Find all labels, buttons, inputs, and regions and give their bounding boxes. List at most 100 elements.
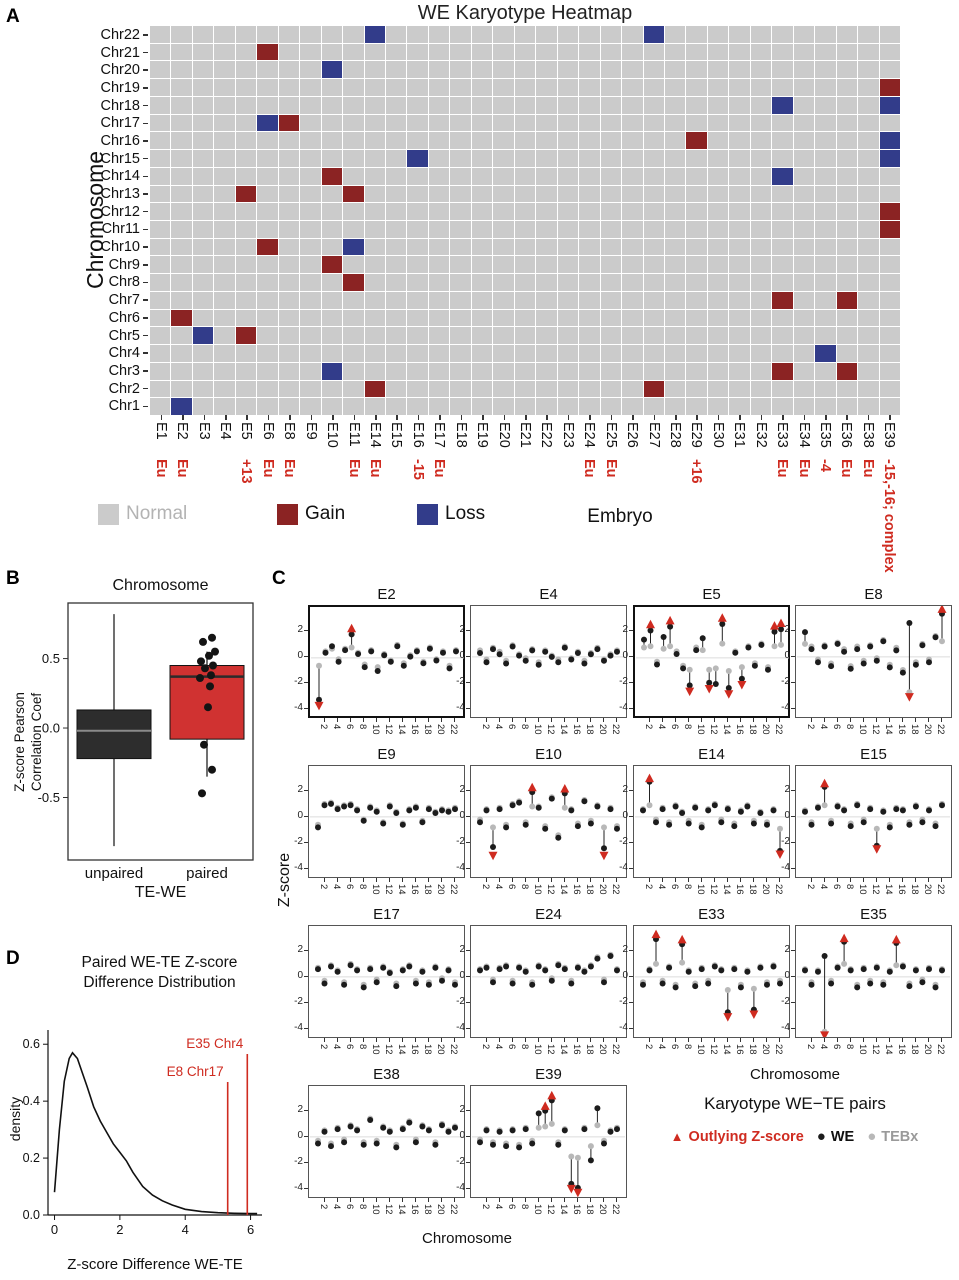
heatmap-cell-E20-Chr4 [493,345,514,362]
heatmap-cell-E3-Chr16 [192,132,214,150]
embryo-axis-label: E30 [709,422,726,448]
heatmap-cell-E11-Chr15 [343,150,364,167]
paired-point [200,740,208,749]
subplot-y-tick-label: -2 [781,996,790,1008]
subplot-title-E10: E10 [535,746,562,763]
we-point [932,634,939,641]
heatmap-cell-E10-Chr21 [321,43,343,61]
we-point [381,652,388,659]
heatmap-cell-E28-Chr12 [664,203,686,220]
heatmap-cell-E8-Chr11 [278,220,300,238]
x-tick [739,878,742,882]
te-point [802,640,808,647]
heatmap-cell-E18-Chr10 [450,238,471,256]
y-tick [791,708,795,710]
heatmap-cell-E14-Chr17 [364,114,386,132]
heatmap-cell-E24-Chr9 [579,256,600,274]
heatmap-cell-E5-Chr11 [235,220,257,238]
subplot-y-tick-label: -4 [781,862,790,874]
heatmap-cell-E34-Chr12 [793,203,815,220]
heatmap-cell-E33-Chr15 [772,150,793,167]
x-tick [511,718,513,722]
we-point [477,650,483,656]
subplot-y-tick-label: 2 [297,1103,303,1115]
heatmap-cell-E28-Chr19 [664,79,686,96]
x-tick [674,718,676,722]
heatmap-cell-E26-Chr16 [622,132,643,150]
heatmap-cell-E24-Chr21 [579,43,600,61]
heatmap-cell-E35-Chr1 [815,398,836,415]
we-point [453,648,459,655]
heatmap-cell-E24-Chr17 [579,114,600,132]
y-tick [143,122,148,125]
we-point [355,651,362,657]
subplot-x-tick-label: 2 [479,1204,491,1210]
we-point [393,810,400,816]
subplot-x-tick-label: 22 [610,884,621,895]
y-tick [629,629,633,631]
subplot-y-tick-label: -2 [781,676,790,688]
outlier-triangle [645,773,654,783]
heatmap-cell-E35-Chr6 [815,309,836,327]
embryo-axis-label: E11 [345,422,362,447]
heatmap-cell-E15-Chr15 [386,150,407,167]
we-point [765,666,771,673]
x-tick [782,415,784,420]
x-cat-unpaired: unpaired [85,865,143,882]
subplot-x-tick-label: 18 [746,724,758,735]
heatmap-cell-E36-Chr10 [836,238,858,256]
heatmap-cell-E31-Chr1 [729,398,750,415]
we-point [483,964,490,971]
heatmap-cell-E14-Chr3 [364,362,386,380]
heatmap-cell-E20-Chr22 [493,26,514,43]
heatmap-cell-E17-Chr20 [428,61,450,79]
y-tick [143,34,148,36]
subplot-x-tick-label: 2 [317,724,329,730]
x-tick [525,415,527,420]
heatmap-cell-E14-Chr6 [364,309,386,327]
subplot-x-tick-label: 8 [681,1044,693,1050]
subplot-x-tick-label: 12 [544,1204,556,1215]
we-point [509,643,516,650]
subplot-x-tick-label: 6 [830,1044,842,1050]
heatmap-cell-E20-Chr16 [493,132,514,150]
heatmap-cell-E5-Chr7 [235,291,257,309]
we-point [738,675,745,682]
te-point [939,638,945,645]
subplot-x-tick-label: 16 [408,1044,420,1055]
heatmap-cell-E35-Chr20 [815,61,836,79]
heatmap-cell-E16-Chr16 [407,132,428,150]
subplot-y-tick-label: -2 [294,996,303,1008]
paired-point [204,703,212,712]
x-tick [589,1198,592,1202]
embryo-axis-label: E4 [217,422,233,440]
subplot-x-tick-label: 18 [583,724,595,735]
subplot-x-tick-label: 10 [531,884,543,895]
x-tick [696,415,698,420]
we-point [574,964,581,971]
heatmap-cell-E32-Chr15 [750,150,772,167]
subplot-x-tick-label: 6 [343,724,355,730]
x-tick [375,1038,377,1042]
karyotype-heatmap [150,26,900,415]
we-point [555,962,562,969]
x-tick [687,878,689,882]
subplot-x-tick-label: 18 [583,884,595,895]
heatmap-cell-E3-Chr9 [192,256,214,274]
subplot-x-tick-label: 20 [760,1044,771,1055]
y-tick [143,334,148,337]
subplot-y-tick-label: -4 [294,1022,303,1034]
heatmap-cell-E21-Chr9 [514,256,536,274]
te-point [893,962,900,969]
y-tick [466,842,470,844]
heatmap-cell-E6-Chr18 [257,96,278,114]
heatmap-cell-E9-Chr14 [300,167,321,185]
outlier-mark-label: E8 Chr17 [167,1064,224,1079]
subplot-x-tick-label: 2 [804,724,816,730]
x-tick [454,1038,456,1042]
we-point [373,1140,380,1147]
heatmap-cell-E10-Chr20 [321,61,343,79]
x-tick [823,718,825,722]
heatmap-cell-E18-Chr18 [450,96,471,114]
